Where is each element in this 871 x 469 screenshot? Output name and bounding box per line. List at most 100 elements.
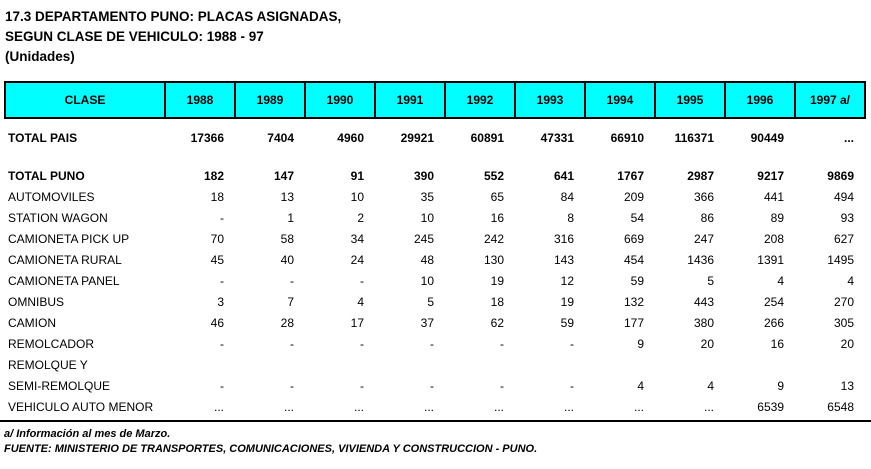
row-label: SEMI-REMOLQUE [8,378,111,393]
table-row: REMOLCADOR - - - - - - 9 20 16 20 [5,333,865,354]
value-cell: 6548 [827,399,854,414]
table-row [5,145,865,165]
value-cell: 130 [483,252,504,267]
value-cell: ... [213,399,224,414]
value-cell: - [220,336,224,351]
table-header-row: CLASE 1988 1989 1990 1991 1992 1993 1994 1995 199… [4,81,866,119]
value-cell: 641 [553,168,574,183]
value-cell: 65 [490,189,504,204]
value-cell: 4 [847,273,854,288]
value-cell: 5 [427,294,434,309]
value-cell: 37 [420,315,434,330]
header-cell-year-1989: 1989 [234,81,306,119]
value-cell: 46 [210,315,224,330]
data-table: CLASE 1988 1989 1990 1991 1992 1993 1994 1995 199… [4,81,866,417]
value-cell: 1495 [827,252,854,267]
value-cell: ... [423,399,434,414]
value-cell [305,354,375,375]
value-cell: 266 [763,315,784,330]
value-cell: 7404 [267,131,294,145]
header-cell-year-1991: 1991 [374,81,446,119]
value-cell: 4960 [337,131,364,145]
value-cell: 1767 [617,168,644,183]
table-row: STATION WAGON - 1 2 10 16 8 54 86 89 93 [5,207,865,228]
header-cell-clase: CLASE [4,81,166,119]
value-cell: ... [703,399,714,414]
value-cell: 17 [350,315,364,330]
value-cell: 1436 [687,252,714,267]
value-cell: 177 [623,315,644,330]
value-cell [725,145,795,165]
value-cell: 89 [770,210,784,225]
header-cell-year-1990: 1990 [304,81,376,119]
value-cell: 4 [357,294,364,309]
value-cell: 443 [693,294,714,309]
value-cell: - [290,378,294,393]
value-cell: 40 [280,252,294,267]
value-cell: 116371 [674,131,714,145]
row-label: TOTAL PAIS [8,131,78,145]
value-cell: - [500,378,504,393]
value-cell [445,145,515,165]
value-cell: 147 [273,168,294,183]
value-cell: 59 [630,273,644,288]
value-cell: 6539 [757,399,784,414]
value-cell: ... [563,399,574,414]
table-head: CLASE 1988 1989 1990 1991 1992 1993 1994 1995 199… [4,81,866,119]
value-cell: 254 [763,294,784,309]
value-cell: 242 [483,231,504,246]
value-cell: ... [283,399,294,414]
value-cell: - [430,378,434,393]
value-cell: 12 [560,273,574,288]
page-title-line-3: (Unidades) [5,49,75,64]
table-row: CAMIONETA RURAL 45 40 24 48 130 143 454 1436 1391… [5,249,865,270]
value-cell: - [220,273,224,288]
value-cell: 132 [623,294,644,309]
value-cell: 47331 [540,131,574,145]
value-cell: 9217 [757,168,784,183]
value-cell: - [500,336,504,351]
value-cell: 90449 [750,131,784,145]
value-cell: - [220,210,224,225]
value-cell: 91 [350,168,364,183]
value-cell: 86 [700,210,714,225]
footnotes: a/ Información al mes de Marzo. FUENTE: … [4,427,871,457]
value-cell: 13 [280,189,294,204]
value-cell: 70 [210,231,224,246]
value-cell: 8 [567,210,574,225]
value-cell: 59 [560,315,574,330]
value-cell: - [570,378,574,393]
value-cell: 20 [700,336,714,351]
header-cell-year-1994: 1994 [584,81,656,119]
value-cell: 1391 [757,252,784,267]
value-cell: 4 [777,273,784,288]
value-cell: ... [353,399,364,414]
table-row: SEMI-REMOLQUE - - - - - - 4 4 9 13 [5,375,865,396]
value-cell: 60891 [470,131,504,145]
value-cell: 1 [287,210,294,225]
value-cell: 29921 [400,131,434,145]
value-cell: 9 [637,336,644,351]
value-cell: 58 [280,231,294,246]
row-label: AUTOMOVILES [8,189,95,204]
value-cell: 270 [833,294,854,309]
header-cell-year-1997: 1997 a/ [794,81,866,119]
value-cell: 35 [420,189,434,204]
value-cell: 19 [490,273,504,288]
footnote-note: a/ Información al mes de Marzo. [4,428,171,440]
value-cell: 18 [210,189,224,204]
value-cell: 10 [420,273,434,288]
table-body: TOTAL PAIS 17366 7404 4960 29921 60891 47331 66… [5,118,865,417]
value-cell [375,354,445,375]
value-cell [585,354,655,375]
value-cell: 66910 [610,131,644,145]
table-row: VEHICULO AUTO MENOR.....................… [5,396,865,417]
table-row: CAMION 46 28 17 37 62 59 177 380 266 305 [5,312,865,333]
row-label: STATION WAGON [8,210,108,225]
footnote-source: FUENTE: MINISTERIO DE TRANSPORTES, COMUN… [4,443,538,455]
value-cell [445,354,515,375]
value-cell: 143 [553,252,574,267]
value-cell: 18 [490,294,504,309]
value-cell: 669 [623,231,644,246]
value-cell: 245 [413,231,434,246]
